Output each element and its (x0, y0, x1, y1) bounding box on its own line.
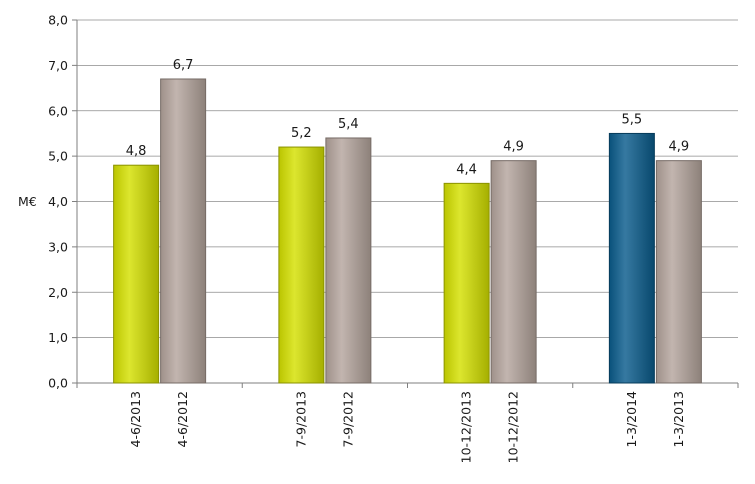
y-axis-label: M€ (18, 194, 37, 209)
bar-1-3/2014 (608, 132, 655, 384)
axes: 0,0 1,0 2,0 3,0 4,0 5,0 6,0 7,0 8,0 (48, 13, 739, 391)
y-tick-label: 6,0 (48, 103, 68, 118)
y-tick-label: 2,0 (48, 285, 68, 300)
y-tick-label: 4,0 (48, 194, 68, 209)
x-tick-label: 1-3/2014 (624, 391, 639, 447)
data-label: 4,9 (503, 140, 524, 155)
data-label: 5,4 (338, 117, 359, 132)
data-label: 4,9 (669, 140, 690, 155)
y-tick-label: 0,0 (48, 376, 68, 391)
data-label: 6,7 (173, 58, 194, 73)
x-tick-label: 7-9/2013 (293, 391, 308, 447)
data-label: 5,2 (291, 126, 312, 141)
bar-10-12/2013 (443, 182, 490, 384)
bar-4-6/2012 (160, 78, 207, 384)
bar-1-3/2013 (655, 160, 702, 384)
y-tick-label: 7,0 (48, 58, 68, 73)
y-tick-label: 1,0 (48, 330, 68, 345)
data-label: 4,4 (456, 162, 477, 177)
x-tick-label: 4-6/2012 (175, 391, 190, 447)
bar-7-9/2012 (325, 137, 372, 384)
bars (113, 78, 702, 384)
data-label: 5,5 (622, 112, 643, 127)
bar-7-9/2013 (278, 146, 325, 384)
bar-10-12/2012 (490, 160, 537, 384)
y-tick-label: 5,0 (48, 149, 68, 164)
bar-4-6/2013 (113, 164, 160, 384)
y-tick-label: 8,0 (48, 13, 68, 28)
x-tick-label: 7-9/2012 (340, 391, 355, 447)
x-tick-label: 10-12/2012 (506, 391, 521, 463)
data-label: 4,8 (126, 144, 147, 159)
x-tick-label: 1-3/2013 (671, 391, 686, 447)
x-tick-label: 4-6/2013 (128, 391, 143, 447)
y-tick-label: 3,0 (48, 239, 68, 254)
x-tick-label: 10-12/2013 (459, 391, 474, 463)
data-labels: 4,8 4-6/2013 6,7 4-6/2012 5,2 7-9/2013 5,4 7-9/… (126, 58, 689, 463)
